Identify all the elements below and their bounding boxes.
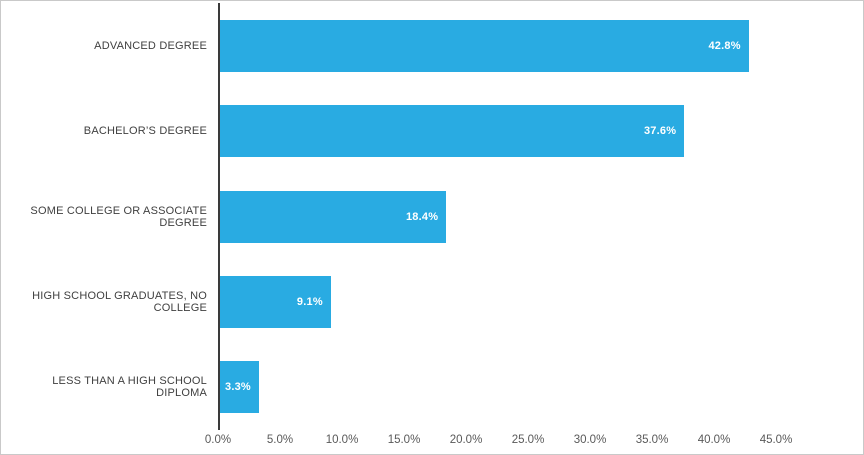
x-axis-tick-label: 20.0% xyxy=(449,434,483,446)
bar-value-label: 18.4% xyxy=(405,210,439,223)
category-label: HIGH SCHOOL GRADUATES, NO COLLEGE xyxy=(32,289,207,314)
bar: 37.6% xyxy=(218,105,685,158)
bar-track: 9.1% xyxy=(218,275,811,328)
bar: 9.1% xyxy=(218,275,331,328)
x-axis-tick-label: 0.0% xyxy=(204,434,232,446)
plot-area: ADVANCED DEGREE 42.8% BACHELOR’S DEGREE … xyxy=(1,3,811,430)
bar-track: 37.6% xyxy=(218,105,811,158)
bar-row: SOME COLLEGE OR ASSOCIATE DEGREE 18.4% xyxy=(1,174,811,259)
bar-value-label: 9.1% xyxy=(296,295,323,308)
bar: 3.3% xyxy=(218,361,259,414)
x-axis-tick-label: 45.0% xyxy=(759,434,793,446)
bar-row: HIGH SCHOOL GRADUATES, NO COLLEGE 9.1% xyxy=(1,259,811,344)
bar-value-label: 42.8% xyxy=(708,39,741,52)
x-axis-tick-label: 15.0% xyxy=(387,434,421,446)
category-label: SOME COLLEGE OR ASSOCIATE DEGREE xyxy=(30,204,207,229)
bar-value-label: 37.6% xyxy=(643,125,677,138)
x-axis: 0.0% 5.0% 10.0% 15.0% 20.0% 25.0% 30.0% … xyxy=(1,434,863,454)
bar-value-label: 3.3% xyxy=(225,381,251,394)
bar-row: BACHELOR’S DEGREE 37.6% xyxy=(1,88,811,173)
bar-row: ADVANCED DEGREE 42.8% xyxy=(1,3,811,88)
bar: 18.4% xyxy=(218,190,447,243)
bar-track: 42.8% xyxy=(218,19,811,72)
bar-track: 3.3% xyxy=(218,361,811,414)
bar: 42.8% xyxy=(218,19,749,72)
x-axis-tick-label: 40.0% xyxy=(697,434,731,446)
x-axis-tick-label: 25.0% xyxy=(511,434,545,446)
category-label: ADVANCED DEGREE xyxy=(94,39,207,52)
x-axis-tick-label: 30.0% xyxy=(573,434,607,446)
bar-row: LESS THAN A HIGH SCHOOL DIPLOMA 3.3% xyxy=(1,345,811,430)
bar-track: 18.4% xyxy=(218,190,811,243)
category-label: BACHELOR’S DEGREE xyxy=(83,125,207,138)
x-axis-tick-label: 10.0% xyxy=(325,434,359,446)
category-label: LESS THAN A HIGH SCHOOL DIPLOMA xyxy=(52,375,207,400)
x-axis-tick-label: 35.0% xyxy=(635,434,669,446)
x-axis-tick-label: 5.0% xyxy=(266,434,294,446)
y-axis-line xyxy=(218,3,220,430)
